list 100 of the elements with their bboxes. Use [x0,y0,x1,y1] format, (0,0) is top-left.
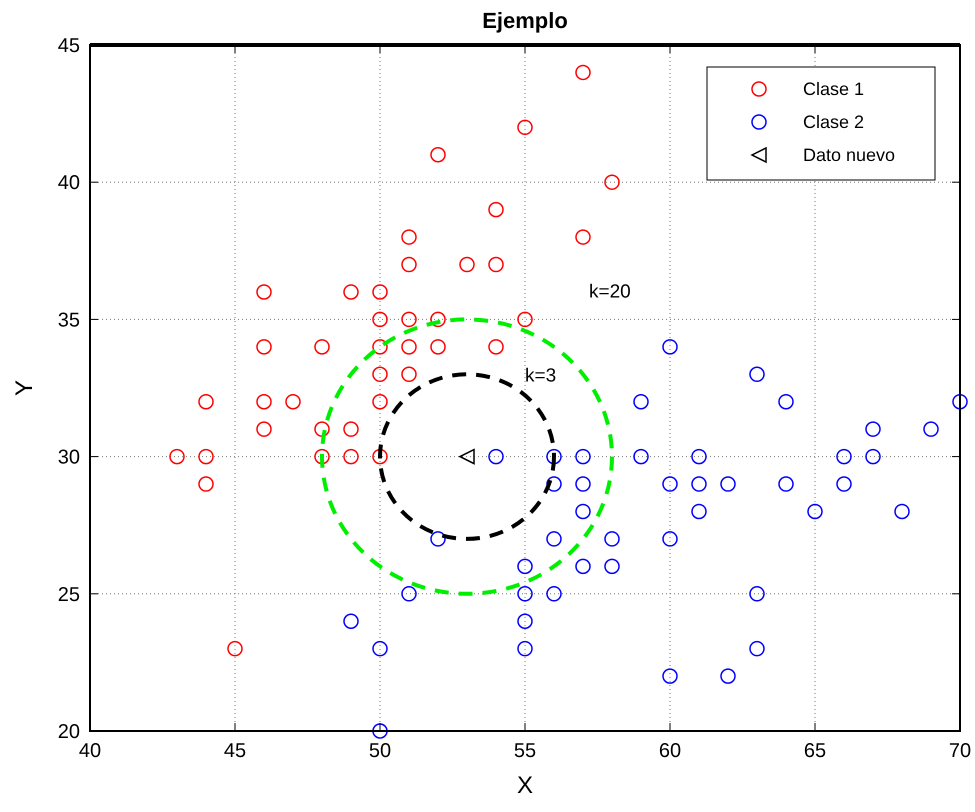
point [517,586,533,602]
point [546,448,562,464]
x-tick-label: 70 [948,740,972,762]
point [401,339,417,355]
point [372,448,388,464]
point [807,504,823,520]
point [778,476,794,492]
point [836,476,852,492]
point [546,531,562,547]
point [662,668,678,684]
point [343,613,359,629]
point [430,339,446,355]
point [430,531,446,547]
x-tick-label: 65 [804,740,826,762]
point [633,394,649,410]
point [401,366,417,382]
y-tick-label: 25 [58,584,80,606]
point [488,339,504,355]
x-tick-label: 50 [368,740,392,762]
point [256,394,272,410]
annotation: k=3 [525,366,556,387]
point [285,394,301,410]
legend-label: Clase 1 [803,79,864,99]
y-tick-label: 40 [58,172,80,194]
point [198,448,214,464]
point [372,284,388,300]
point [488,448,504,464]
point [662,531,678,547]
point [633,448,649,464]
point [546,586,562,602]
point [517,558,533,574]
point [343,284,359,300]
point [575,448,591,464]
x-axis-title: X [516,772,534,799]
point [372,394,388,410]
point [343,448,359,464]
point [517,312,533,328]
point [256,284,272,300]
point [343,421,359,437]
point [865,421,881,437]
point [256,421,272,437]
point [604,531,620,547]
point [430,312,446,328]
point [517,120,533,136]
point [198,476,214,492]
point [256,339,272,355]
point [720,668,736,684]
point [227,640,243,656]
point [488,256,504,272]
point [459,256,475,272]
point [836,448,852,464]
point [575,64,591,80]
point [720,476,736,492]
point [517,640,533,656]
chart-title: Ejemplo [482,8,568,33]
point [372,312,388,328]
point [778,394,794,410]
legend-label: Dato nuevo [803,145,896,165]
point [691,448,707,464]
point [401,256,417,272]
annotation: k=20 [589,282,631,303]
y-tick-label: 30 [58,446,80,469]
point [575,504,591,520]
point [314,421,330,437]
point [198,394,214,410]
point [749,586,765,602]
x-tick-label: 40 [78,740,102,762]
legend-label: Clase 2 [803,112,864,132]
point [691,504,707,520]
point [894,504,910,520]
point [691,476,707,492]
point [749,366,765,382]
point [488,202,504,218]
x-tick-label: 55 [514,740,536,762]
y-tick-label: 45 [58,35,80,57]
point [575,476,591,492]
point [575,558,591,574]
point [923,421,939,437]
point [546,476,562,492]
point [372,640,388,656]
point [401,586,417,602]
point [372,339,388,355]
point [314,448,330,464]
point [314,339,330,355]
point [604,558,620,574]
point [401,229,417,245]
point [430,147,446,163]
point [749,640,765,656]
y-tick-label: 20 [58,721,80,743]
point [169,448,185,464]
point [865,448,881,464]
point [575,229,591,245]
point [604,174,620,190]
point [401,312,417,328]
point [952,394,968,410]
y-axis-title: Y [11,380,38,396]
point [372,366,388,382]
x-tick-label: 45 [224,740,246,762]
y-tick-label: 35 [58,309,80,332]
point [517,613,533,629]
